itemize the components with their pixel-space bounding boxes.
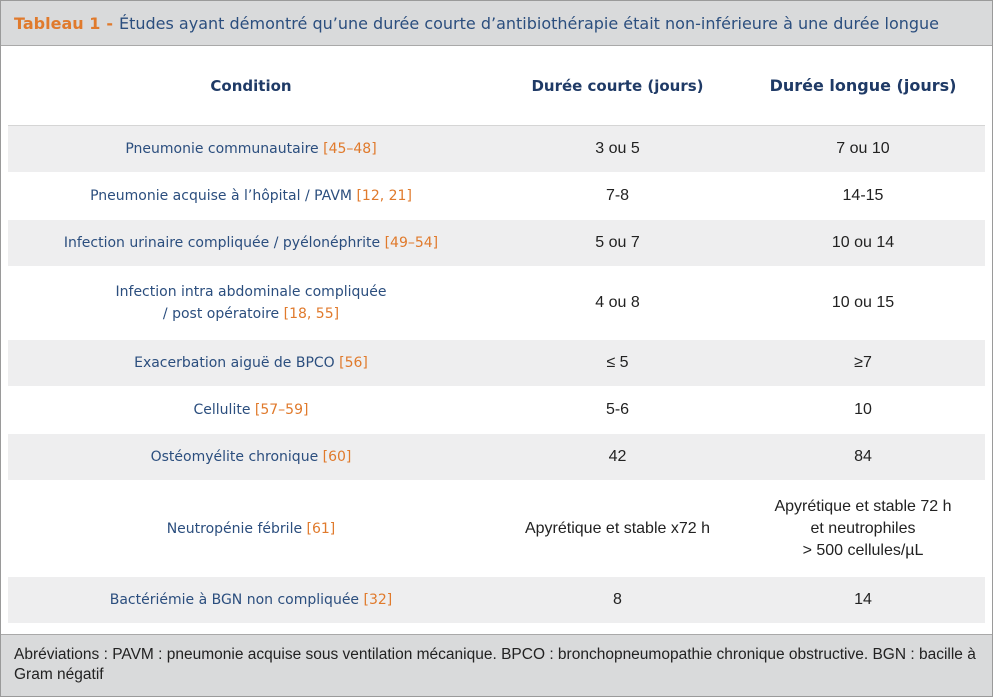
reference-link[interactable]: [18, 55]	[283, 306, 340, 322]
table-row: Cellulite [57–59] 5-6 10	[8, 386, 985, 434]
reference-link[interactable]: [49–54]	[384, 235, 439, 251]
header-row: Condition Durée courte (jours) Durée lon…	[8, 46, 985, 126]
condition-cell: Exacerbation aiguë de BPCO [56]	[8, 339, 494, 387]
long-duration-cell: ≥7	[741, 339, 985, 387]
caption-separator: -	[106, 13, 113, 33]
reference-link[interactable]: [57–59]	[254, 402, 309, 418]
short-duration-cell: 7-8	[494, 172, 741, 220]
reference-link[interactable]: [61]	[306, 520, 336, 537]
condition-text: Cellulite	[193, 402, 251, 418]
short-duration-cell: 5 ou 7	[494, 219, 741, 267]
table-row: Exacerbation aiguë de BPCO [56] ≤ 5 ≥7	[8, 339, 985, 387]
condition-cell: Pneumonie communautaire [45–48]	[8, 125, 494, 173]
header-short-duration: Durée courte (jours)	[494, 46, 741, 126]
condition-cell: Pneumonie acquise à l’hôpital / PAVM [12…	[8, 172, 494, 220]
table-row: Infection intra abdominale compliquée / …	[8, 266, 985, 340]
table-caption: Tableau 1 - Études ayant démontré qu’une…	[1, 1, 992, 46]
header-condition: Condition	[8, 46, 494, 126]
table-row: Pneumonie communautaire [45–48] 3 ou 5 7…	[8, 125, 985, 173]
long-duration-cell: 84	[741, 433, 985, 481]
condition-text: Pneumonie acquise à l’hôpital / PAVM	[90, 188, 352, 204]
table-row: Infection urinaire compliquée / pyélonép…	[8, 219, 985, 267]
long-duration-cell: 14	[741, 576, 985, 624]
table-row: Bactériémie à BGN non compliquée [32] 8 …	[8, 576, 985, 624]
short-duration-cell: 42	[494, 433, 741, 481]
caption-label: Tableau 1	[14, 13, 101, 33]
reference-link[interactable]: [12, 21]	[356, 188, 412, 204]
header-long-duration: Durée longue (jours)	[741, 46, 985, 126]
reference-link[interactable]: [32]	[363, 592, 393, 608]
table-row: Ostéomyélite chronique [60] 42 84	[8, 433, 985, 481]
short-duration-cell: 4 ou 8	[494, 266, 741, 340]
condition-cell: Cellulite [57–59]	[8, 386, 494, 434]
condition-cell: Ostéomyélite chronique [60]	[8, 433, 494, 481]
table-row: Neutropénie fébrile [61] Apyrétique et s…	[8, 480, 985, 577]
condition-text: Infection intra abdominale compliquée / …	[115, 284, 387, 322]
long-duration-cell: 14-15	[741, 172, 985, 220]
short-duration-cell: 3 ou 5	[494, 125, 741, 173]
reference-link[interactable]: [45–48]	[323, 141, 377, 157]
condition-cell: Neutropénie fébrile [61]	[8, 480, 494, 577]
reference-link[interactable]: [56]	[339, 355, 368, 371]
long-duration-cell: 10 ou 15	[741, 266, 985, 340]
abbreviations-footnote: Abréviations : PAVM : pneumonie acquise …	[1, 634, 992, 696]
data-table: Condition Durée courte (jours) Durée lon…	[8, 46, 985, 624]
long-duration-cell: 7 ou 10	[741, 125, 985, 173]
table-body-wrap: Condition Durée courte (jours) Durée lon…	[1, 46, 992, 624]
reference-link[interactable]: [60]	[322, 449, 352, 465]
condition-cell: Infection intra abdominale compliquée / …	[8, 266, 494, 340]
long-duration-cell: 10 ou 14	[741, 219, 985, 267]
long-duration-cell: 10	[741, 386, 985, 434]
condition-text: Neutropénie fébrile	[166, 520, 303, 537]
condition-text: Pneumonie communautaire	[125, 141, 319, 157]
table-row: Pneumonie acquise à l’hôpital / PAVM [12…	[8, 172, 985, 220]
condition-cell: Bactériémie à BGN non compliquée [32]	[8, 576, 494, 624]
condition-text: Infection urinaire compliquée / pyélonép…	[63, 235, 381, 251]
condition-text: Bactériémie à BGN non compliquée	[109, 592, 360, 608]
condition-text: Exacerbation aiguë de BPCO	[134, 355, 335, 371]
condition-text: Ostéomyélite chronique	[150, 449, 319, 465]
short-duration-cell: 8	[494, 576, 741, 624]
caption-title: Études ayant démontré qu’une durée court…	[118, 13, 940, 33]
short-duration-cell: 5-6	[494, 386, 741, 434]
short-duration-cell: ≤ 5	[494, 339, 741, 387]
long-duration-cell: Apyrétique et stable 72 h et neutrophile…	[741, 480, 985, 577]
condition-cell: Infection urinaire compliquée / pyélonép…	[8, 219, 494, 267]
short-duration-cell: Apyrétique et stable x72 h	[494, 480, 741, 577]
